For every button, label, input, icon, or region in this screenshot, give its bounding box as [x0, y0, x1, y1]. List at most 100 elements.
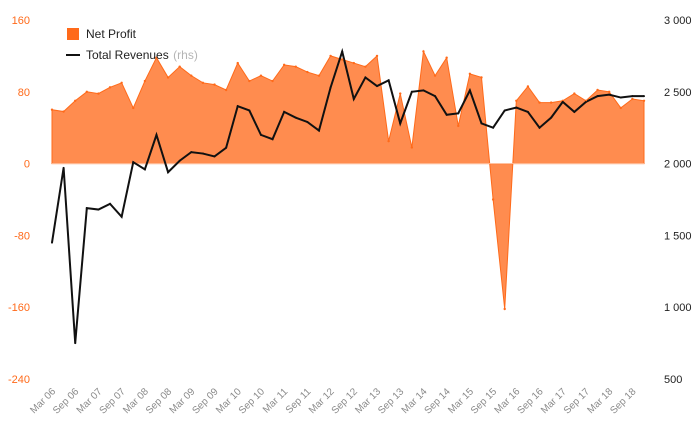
total-revenues-point [387, 79, 390, 82]
net-profit-point [282, 63, 286, 67]
total-revenues-point [109, 202, 112, 205]
net-profit-point [201, 81, 205, 85]
left-tick-label: -160 [8, 302, 30, 314]
total-revenues-point [341, 50, 344, 53]
net-profit-point [410, 146, 414, 149]
total-revenues-line [51, 47, 644, 344]
net-profit-point [294, 65, 297, 68]
total-revenues-point [608, 93, 611, 96]
total-revenues-point [294, 116, 297, 119]
total-revenues-point [422, 89, 425, 92]
legend: Net Profit Total Revenues (rhs) [66, 27, 198, 63]
net-profit-point [549, 101, 553, 104]
total-revenues-point [468, 89, 471, 92]
total-revenues-point [62, 166, 65, 169]
net-profit-point [190, 74, 193, 77]
net-profit-point [166, 76, 170, 79]
left-tick-label: -240 [8, 374, 30, 386]
net-profit-point [317, 74, 321, 77]
net-profit-point [399, 92, 402, 95]
total-revenues-point [550, 116, 553, 119]
total-revenues-point [573, 110, 576, 113]
total-revenues-point [584, 100, 587, 103]
net-profit-point [248, 79, 251, 83]
total-revenues-point [271, 138, 274, 141]
total-revenues-point [85, 207, 88, 210]
net-profit-point [607, 90, 611, 94]
net-profit-point [306, 70, 309, 74]
net-profit-point [457, 124, 460, 128]
net-profit-point [422, 50, 425, 53]
net-profit-point [132, 106, 135, 110]
total-revenues-point [329, 86, 332, 89]
plot-area [50, 47, 646, 345]
net-profit-point [236, 61, 239, 65]
total-revenues-point [492, 126, 495, 129]
net-profit-point [642, 99, 646, 102]
net-profit-point [619, 106, 622, 110]
left-axis: 160 80 0 -80 -160 -240 [8, 15, 30, 386]
net-profit-point [480, 76, 483, 79]
net-profit-point [387, 139, 390, 143]
right-tick-label: 2 500 [664, 87, 692, 99]
net-profit-point [364, 65, 367, 68]
right-axis: 3 000 2 500 2 000 1 500 1 000 500 [664, 15, 692, 386]
net-profit-point [85, 90, 89, 94]
net-profit-point [526, 85, 530, 88]
x-tick-label: Sep 18 [608, 386, 638, 416]
total-revenues-point [167, 171, 170, 174]
net-profit-point [224, 88, 228, 92]
net-profit-point [108, 86, 112, 89]
legend-swatch-net-profit [67, 28, 79, 40]
net-profit-point [143, 79, 147, 83]
net-profit-point [271, 79, 274, 83]
total-revenues-point [399, 122, 402, 125]
total-revenues-point [190, 151, 193, 154]
legend-label-total-revenues: Total Revenues (rhs) [86, 46, 198, 63]
total-revenues-point [97, 208, 100, 211]
total-revenues-point [643, 95, 645, 98]
net-profit-point [352, 61, 356, 65]
net-profit-point [97, 92, 100, 95]
net-profit-point [120, 81, 123, 85]
total-revenues-point [259, 133, 262, 136]
net-profit-point [375, 54, 379, 58]
total-revenues-point [178, 159, 181, 162]
net-profit-point [503, 307, 506, 311]
total-revenues-point [364, 76, 367, 79]
total-revenues-point [376, 85, 379, 88]
total-revenues-point [515, 106, 518, 109]
x-tick-label: Sep 10 [237, 386, 267, 416]
left-tick-label: 160 [12, 15, 30, 27]
right-tick-label: 500 [664, 374, 682, 386]
net-profit-point [596, 88, 599, 92]
right-tick-label: 2 000 [664, 159, 692, 171]
total-revenues-point [538, 126, 541, 129]
total-revenues-point [526, 110, 529, 113]
total-revenues-point [74, 342, 77, 345]
total-revenues-point [120, 215, 123, 218]
total-revenues-point [445, 113, 448, 116]
net-profit-point [468, 72, 472, 76]
net-profit-point [259, 74, 263, 77]
total-revenues-point [143, 168, 146, 171]
right-tick-label: 1 000 [664, 302, 692, 314]
right-tick-label: 1 500 [664, 230, 692, 242]
left-tick-label: 0 [24, 159, 30, 171]
total-revenues-point [283, 110, 286, 113]
net-profit-point [62, 110, 65, 113]
net-profit-point [631, 97, 634, 101]
total-revenues-point [631, 95, 634, 98]
right-tick-label: 3 000 [664, 15, 692, 27]
net-profit-point [155, 56, 158, 59]
total-revenues-point [201, 152, 204, 155]
net-profit-point [433, 74, 437, 77]
total-revenues-point [236, 105, 239, 108]
left-tick-label: -80 [14, 230, 30, 242]
total-revenues-point [457, 112, 460, 115]
total-revenues-point [561, 100, 564, 103]
net-profit-point [340, 58, 344, 61]
net-profit-point [213, 83, 216, 86]
